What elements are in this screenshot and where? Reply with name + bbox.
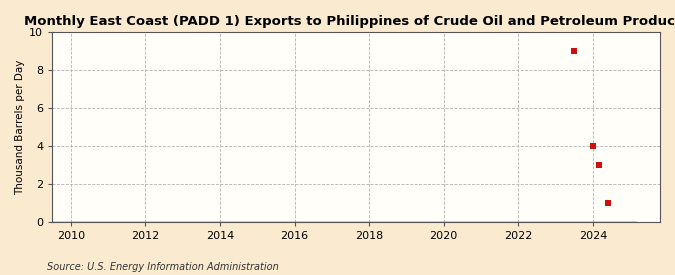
Y-axis label: Thousand Barrels per Day: Thousand Barrels per Day bbox=[15, 59, 25, 194]
Text: Source: U.S. Energy Information Administration: Source: U.S. Energy Information Administ… bbox=[47, 262, 279, 272]
Title: Monthly East Coast (PADD 1) Exports to Philippines of Crude Oil and Petroleum Pr: Monthly East Coast (PADD 1) Exports to P… bbox=[24, 15, 675, 28]
